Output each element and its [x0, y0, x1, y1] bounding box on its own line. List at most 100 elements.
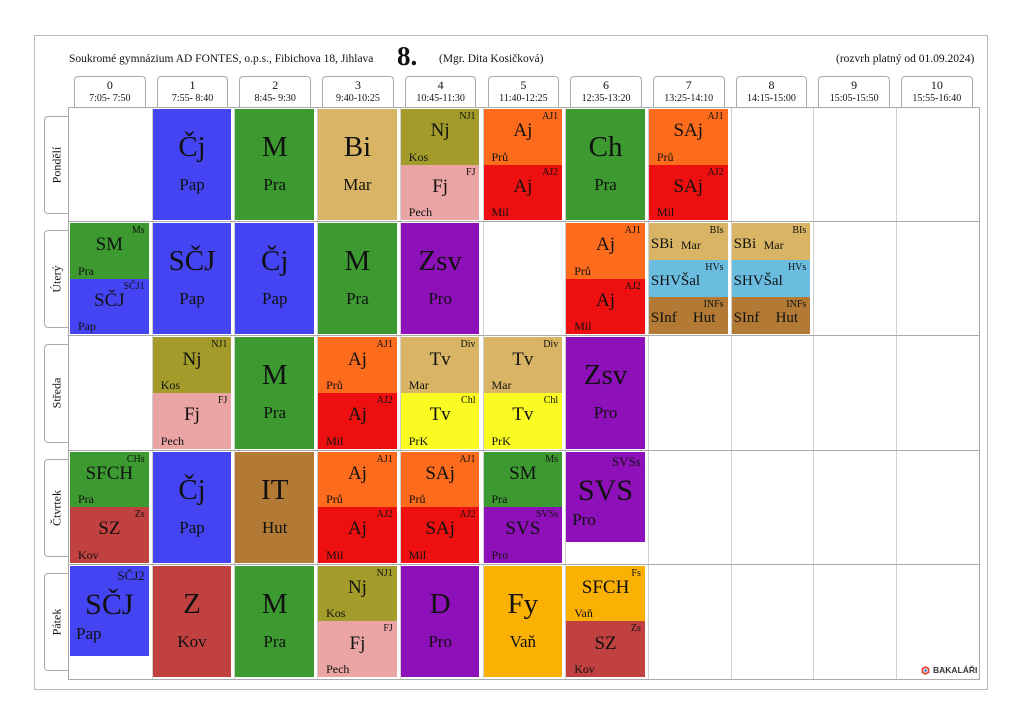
lesson-block[interactable]: Čj Pap [235, 223, 315, 335]
lesson-block[interactable]: Aj Prů AJ1 [318, 451, 397, 508]
lesson-block[interactable]: IT Hut [235, 451, 315, 563]
lesson-teacher: Pap [78, 319, 96, 334]
day-label: Pondělí [44, 116, 69, 215]
day-label: Pátek [44, 572, 69, 671]
lesson-subject: SVS [578, 473, 634, 507]
lesson-block[interactable]: M Pra [235, 565, 315, 677]
lesson-block[interactable]: Tv Mar Div [400, 337, 480, 393]
school-name: Soukromé gymnázium AD FONTES, o.p.s., Fi… [69, 53, 374, 65]
lesson-block[interactable]: Čj Pap [152, 109, 232, 221]
period-time: 15:55-16:40 [912, 93, 962, 104]
lesson-subject: M [344, 245, 371, 278]
class-teacher: (Mgr. Dita Kosičková) [439, 53, 544, 65]
lesson-block[interactable]: Aj Mil AJ2 [566, 278, 645, 335]
lesson-block[interactable]: Tv PrK Chl [400, 393, 480, 449]
lesson-block[interactable]: SAj Mil AJ2 [400, 507, 480, 563]
lesson-block[interactable]: Fy Vaň [483, 565, 563, 677]
lesson-block[interactable]: M Pra [235, 109, 315, 221]
lesson-block[interactable]: M Pra [318, 223, 397, 335]
lesson-block[interactable]: SAj Mil AJ2 [648, 164, 728, 221]
lesson-block[interactable]: SHV Šal HVs [648, 260, 728, 298]
lesson-subject: SZ [594, 632, 617, 654]
lesson-block[interactable]: Nj Kos NJ1 [318, 565, 397, 622]
lesson-block[interactable]: Zsv Pro [400, 223, 480, 335]
lesson-block[interactable]: SM Pra Ms [483, 451, 563, 508]
lesson-block[interactable]: SVS Pro SVSs [483, 507, 563, 563]
lesson-subject: SAj [425, 462, 455, 484]
lesson-subject: SVS [505, 518, 541, 540]
lesson-block[interactable]: Nj Kos NJ1 [400, 109, 480, 165]
lesson-block[interactable]: SČJ Pap SČJ2 [70, 565, 149, 656]
lesson-block[interactable]: SBi Mar BIs [731, 223, 811, 261]
lesson-block[interactable]: Bi Mar [318, 109, 397, 221]
lesson-block[interactable]: Fj Pech FJ [400, 164, 480, 221]
period-time: 15:05-15:50 [829, 93, 879, 104]
period-number: 1 [189, 78, 196, 92]
lesson-block[interactable]: M Pra [235, 337, 315, 449]
lesson-subject: Aj [347, 404, 367, 426]
lesson-block[interactable]: Z Kov [152, 565, 232, 677]
grid-column-divider [647, 108, 649, 679]
lesson-teacher: Pra [491, 492, 508, 507]
lesson-block[interactable]: Ch Pra [566, 109, 645, 221]
lesson-block[interactable]: SBi Mar BIs [648, 223, 728, 261]
lesson-teacher: Kos [160, 377, 181, 392]
lesson-subject: Ch [588, 131, 623, 163]
lesson-teacher: Pro [428, 631, 452, 651]
lesson-block[interactable]: SČJ Pap SČJ1 [70, 278, 149, 335]
lesson-block[interactable]: SAj Prů AJ1 [400, 451, 480, 508]
lesson-block[interactable]: SČJ Pap [152, 223, 232, 335]
lesson-block[interactable]: SZ Kov Zs [70, 507, 149, 563]
bakalari-logo: BAKALÁŘI [921, 665, 977, 675]
lesson-block[interactable]: SInf Hut INFs [648, 297, 728, 335]
lesson-teacher: Vaň [509, 631, 537, 651]
lesson-group: AJ1 [376, 339, 393, 351]
lesson-subject: Fj [432, 175, 449, 197]
lesson-teacher: Kov [177, 631, 207, 651]
lesson-block[interactable]: Nj Kos NJ1 [152, 337, 232, 393]
lesson-subject: Aj [347, 348, 367, 370]
lesson-block[interactable]: D Pro [400, 565, 480, 677]
period-time: 8:45- 9:30 [254, 93, 296, 104]
period-time: 7:55- 8:40 [171, 93, 214, 104]
period-header-0: 0 7:05- 7:50 [74, 76, 146, 108]
lesson-block[interactable]: SM Pra Ms [70, 223, 149, 279]
lesson-block[interactable]: Aj Prů AJ1 [318, 337, 397, 393]
lesson-group: Ms [131, 225, 145, 237]
lesson-block[interactable]: Tv Mar Div [483, 337, 563, 393]
lesson-subject: Aj [347, 518, 367, 540]
lesson-block[interactable]: SHV Šal HVs [731, 260, 811, 298]
lesson-block[interactable]: Fj Pech FJ [318, 621, 397, 677]
lesson-block[interactable]: Aj Prů AJ1 [566, 223, 645, 279]
lesson-block[interactable]: SZ Kov Zs [566, 621, 645, 677]
period-time: 13:25-14:10 [664, 93, 714, 104]
lesson-block[interactable]: SFCH Pra CHs [70, 451, 149, 508]
period-header-7: 7 13:25-14:10 [652, 76, 725, 108]
lesson-block[interactable]: Aj Mil AJ2 [318, 393, 397, 449]
lesson-block[interactable]: SAj Prů AJ1 [648, 109, 728, 165]
lesson-teacher: Pra [78, 492, 94, 507]
lesson-block[interactable]: Aj Mil AJ2 [483, 164, 563, 221]
period-number: 9 [851, 78, 858, 92]
lesson-block[interactable]: Fj Pech FJ [152, 393, 232, 449]
period-time: 12:35-13:20 [581, 93, 631, 104]
lesson-teacher: Hut [692, 310, 716, 327]
lesson-block[interactable]: SVS Pro SVSs [566, 451, 645, 542]
lesson-subject: SFCH [85, 462, 134, 484]
lesson-teacher: Prů [656, 149, 674, 164]
grid-column-divider [151, 108, 153, 679]
lesson-block[interactable]: SFCH Vaň Fs [566, 565, 645, 622]
lesson-subject: Aj [513, 175, 533, 197]
lesson-block[interactable]: Zsv Pro [566, 337, 645, 449]
grid-column-divider [813, 108, 815, 679]
lesson-block[interactable]: Tv PrK Chl [483, 393, 563, 449]
lesson-block[interactable]: SInf Hut INFs [731, 297, 811, 335]
period-header-8: 8 14:15-15:00 [735, 76, 808, 108]
lesson-teacher: PrK [408, 433, 429, 448]
lesson-block[interactable]: Aj Mil AJ2 [318, 507, 397, 563]
lesson-block[interactable]: Čj Pap [152, 451, 232, 563]
lesson-group: CHs [126, 453, 145, 465]
lesson-block[interactable]: Aj Prů AJ1 [483, 109, 563, 165]
lesson-subject: M [261, 359, 288, 392]
lesson-teacher: Hut [261, 517, 288, 537]
